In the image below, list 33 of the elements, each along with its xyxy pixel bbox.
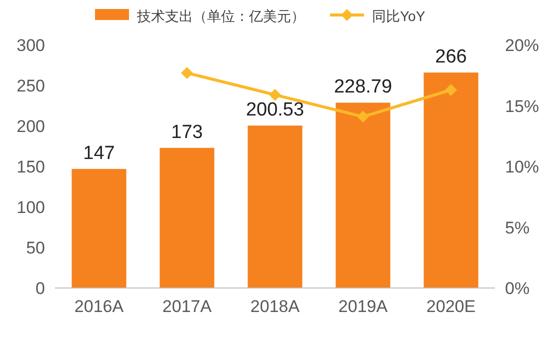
point [181, 66, 193, 79]
bar [72, 168, 126, 288]
y-tick-label: 300 [16, 36, 45, 55]
y-tick-label: 200 [16, 117, 45, 136]
point [445, 84, 457, 96]
y-tick-label: 250 [16, 76, 45, 96]
data-label: 266 [435, 46, 467, 68]
data-label: 147 [83, 142, 115, 164]
bar [424, 72, 478, 288]
legend-label: 技术支出（单位：亿美元） [136, 8, 305, 24]
point [269, 88, 281, 101]
y-tick-label: 100 [16, 198, 45, 217]
data-label: 228.79 [334, 76, 392, 98]
x-tick-label: 2018A [250, 297, 300, 316]
y2-tick-label: 10% [505, 158, 540, 176]
x-tick-label: 2017A [162, 297, 212, 316]
y2-tick-label: 5% [505, 218, 530, 238]
data-label: 200.53 [246, 100, 304, 121]
x-tick-label: 2016A [74, 297, 124, 316]
data-label: 173 [171, 122, 203, 143]
bar [248, 126, 302, 288]
x-tick-label: 2020E [426, 297, 476, 316]
y-tick-label: 150 [16, 158, 45, 176]
x-tick-label: 2019A [338, 297, 388, 316]
bar [336, 102, 390, 288]
y2-tick-label: 15% [505, 96, 540, 116]
legend-label: 同比YoY [372, 8, 426, 24]
point [357, 110, 369, 123]
bar [160, 148, 214, 288]
y-tick-label: 0 [36, 279, 45, 298]
y-tick-label: 50 [26, 238, 45, 258]
y2-tick-label: 20% [505, 36, 540, 55]
y2-tick-label: 0% [505, 279, 530, 298]
